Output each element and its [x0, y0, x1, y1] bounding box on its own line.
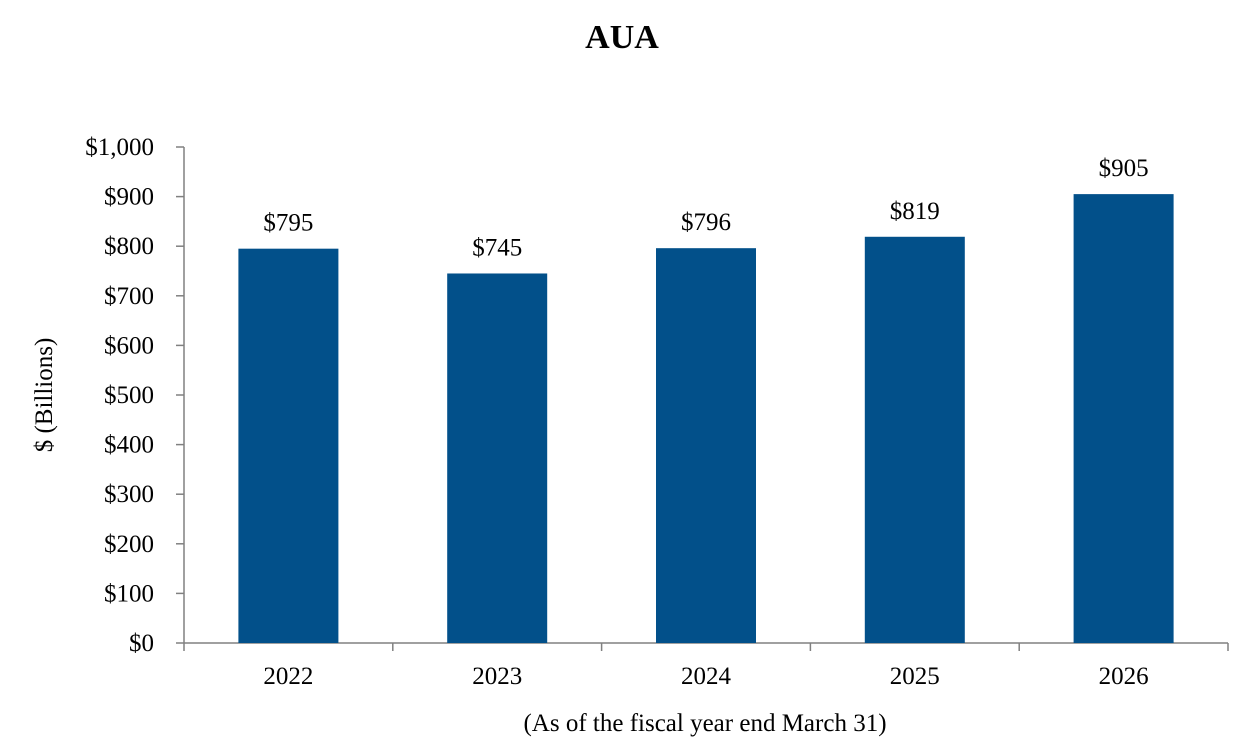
x-tick-label: 2024 — [681, 663, 732, 690]
y-tick-label: $200 — [104, 531, 154, 558]
y-axis-label: $ (Billions) — [31, 338, 58, 453]
y-tick-label: $300 — [104, 481, 154, 508]
y-tick-label: $500 — [104, 382, 154, 409]
x-tick-label: 2025 — [890, 663, 940, 690]
x-tick-label: 2026 — [1099, 663, 1149, 690]
y-tick-label: $1,000 — [85, 134, 154, 161]
data-label-2022: $795 — [263, 210, 313, 237]
bar-series — [238, 194, 1174, 643]
y-tick-label: $100 — [104, 580, 154, 607]
x-axis: 2022 2023 2024 2025 2026 — [183, 642, 1229, 690]
y-tick-label: $600 — [104, 332, 154, 359]
y-tick-label: $700 — [104, 283, 154, 310]
data-label-2026: $905 — [1099, 155, 1149, 182]
bar-2024 — [656, 248, 756, 643]
y-tick-label: $800 — [104, 233, 154, 260]
x-tick-label: 2023 — [472, 663, 522, 690]
data-labels: $795 $745 $796 $819 $905 — [263, 155, 1148, 261]
data-label-2025: $819 — [890, 198, 940, 225]
x-axis-label: (As of the fiscal year end March 31) — [523, 710, 886, 737]
bar-2025 — [864, 236, 965, 643]
x-tick-label: 2022 — [263, 663, 313, 690]
bar-2023 — [447, 273, 548, 643]
data-label-2023: $745 — [472, 234, 522, 261]
y-tick-label: $400 — [104, 432, 154, 459]
y-tick-label: $0 — [129, 630, 154, 657]
bar-2026 — [1073, 194, 1174, 643]
y-axis: $0 $100 $200 $300 $400 $500 $600 $700 $800 $900 $1… — [85, 134, 185, 657]
data-label-2024: $796 — [681, 209, 731, 236]
y-tick-label: $900 — [104, 184, 154, 211]
chart-title: AUA — [585, 19, 659, 56]
bar-2022 — [238, 248, 339, 643]
